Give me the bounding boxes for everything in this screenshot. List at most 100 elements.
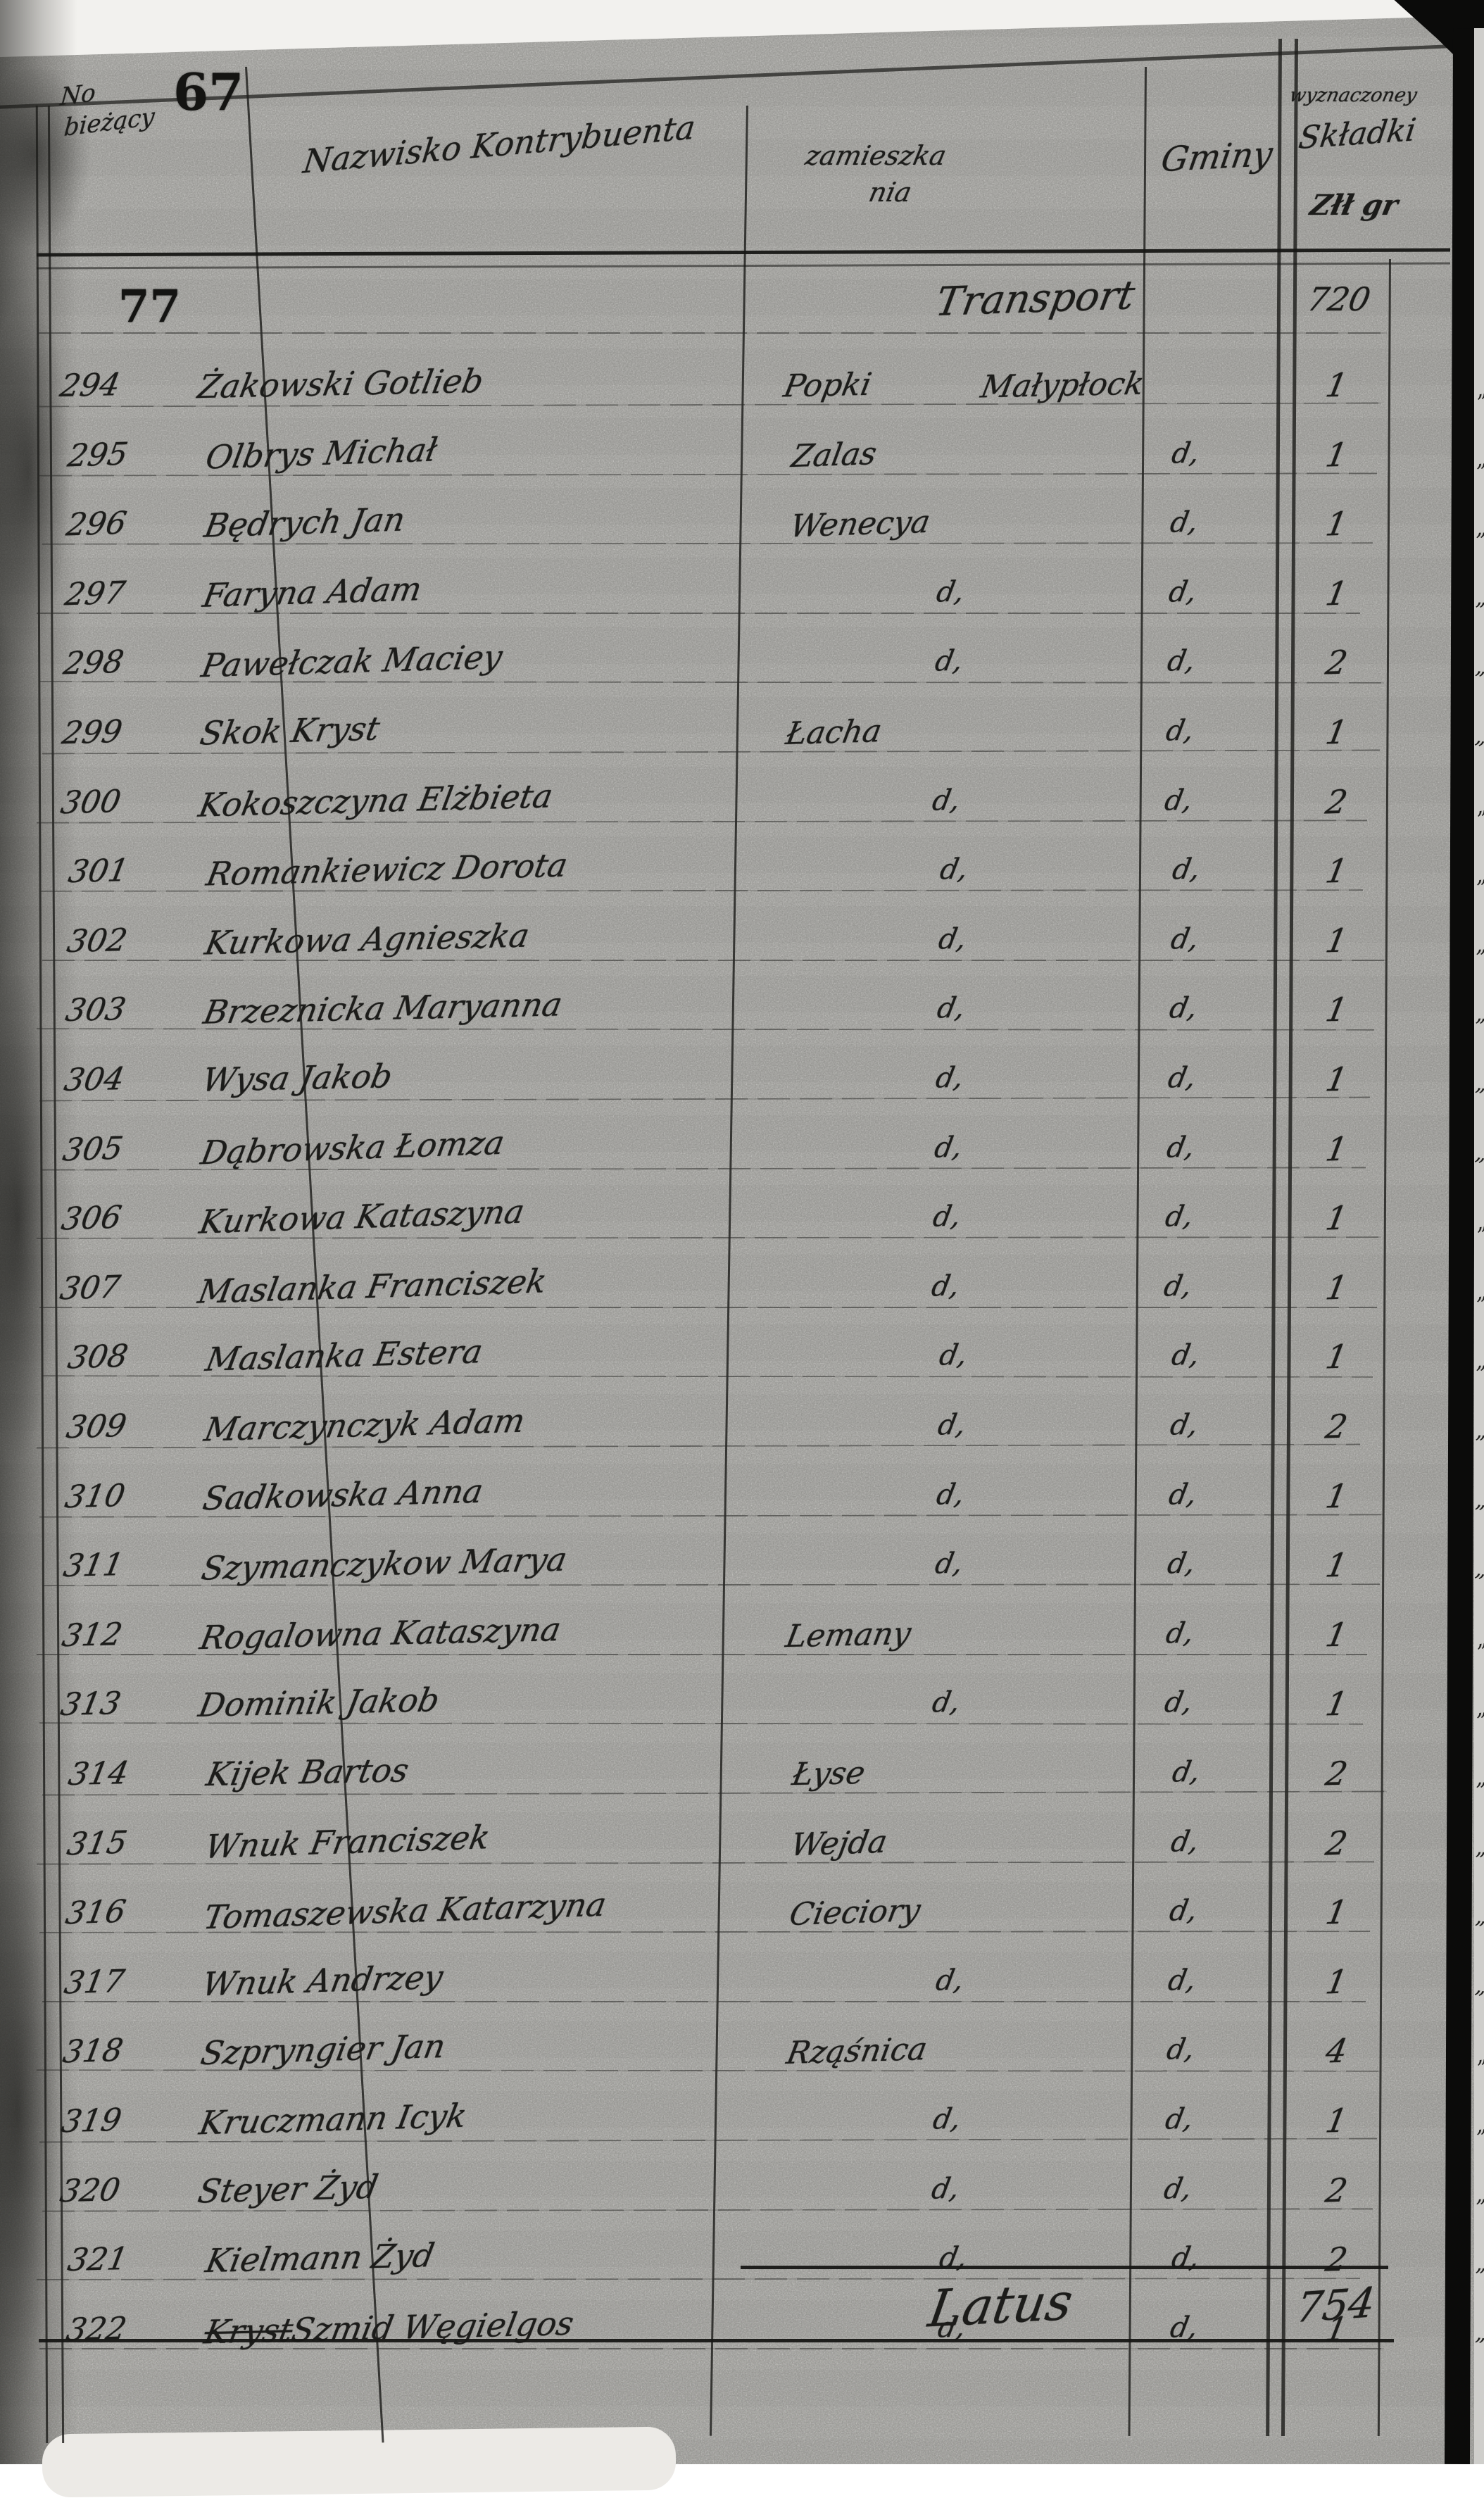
residence-text: d, bbox=[933, 1964, 967, 1997]
row-number-text: 320 bbox=[57, 2171, 123, 2209]
contributor-name-text: Olbrys Michał bbox=[203, 429, 441, 477]
gmina: d, bbox=[1164, 2033, 1197, 2067]
residence: d, bbox=[932, 1131, 965, 1165]
amount-text: 1 bbox=[1322, 851, 1351, 891]
residence: d, bbox=[934, 1478, 967, 1511]
residence: Wejda bbox=[788, 1824, 890, 1863]
residence: d, bbox=[929, 2171, 962, 2206]
gmina: d, bbox=[1163, 714, 1197, 748]
gmina-text: d, bbox=[1167, 991, 1200, 1025]
row-rule bbox=[39, 2347, 1384, 2349]
amount: 1 bbox=[1323, 1337, 1351, 1376]
residence-text: Lemany bbox=[783, 1615, 914, 1655]
next-page-mark: „ bbox=[1475, 932, 1484, 958]
row-rule bbox=[37, 612, 1360, 614]
residence-text: d, bbox=[934, 991, 968, 1025]
residence-text: d, bbox=[929, 1686, 963, 1719]
gmina: d, bbox=[1167, 991, 1200, 1025]
column-header-amount-1: wyznaczoney bbox=[1287, 84, 1419, 106]
gmina-text: d, bbox=[1164, 2033, 1197, 2067]
struck-name-text: Kryst bbox=[201, 2310, 296, 2352]
amount-text: 1 bbox=[1323, 1129, 1351, 1169]
residence-text: Zalas bbox=[788, 435, 880, 475]
amount-text: 2 bbox=[1323, 643, 1351, 682]
row-rule bbox=[37, 1653, 1367, 1655]
row-number: 315 bbox=[64, 1824, 130, 1862]
gmina-text: d, bbox=[1161, 1269, 1195, 1303]
gmina: d, bbox=[1162, 783, 1195, 817]
amount-text: 1 bbox=[1323, 1962, 1351, 2002]
gmina: d, bbox=[1164, 1131, 1197, 1165]
contributor-name-text: Szpryngier Jan bbox=[198, 2027, 449, 2073]
residence-text: d, bbox=[929, 2171, 962, 2206]
gmina-text: d, bbox=[1162, 1200, 1196, 1234]
row-number: 300 bbox=[58, 783, 123, 821]
next-page-mark: „ bbox=[1474, 1904, 1484, 1930]
gmina-text: d, bbox=[1165, 1964, 1199, 1997]
residence-text: d, bbox=[933, 1061, 967, 1095]
residence-text: d, bbox=[930, 2102, 964, 2136]
row-number-text: 311 bbox=[61, 1546, 127, 1585]
amount-text: 1 bbox=[1323, 434, 1351, 475]
row-number: 295 bbox=[65, 436, 130, 474]
amount: 1 bbox=[1323, 2101, 1350, 2140]
gmina: d, bbox=[1167, 575, 1200, 608]
next-page-mark: „ bbox=[1474, 1279, 1484, 1305]
amount: 4 bbox=[1323, 2032, 1350, 2071]
row-rule bbox=[42, 2000, 1366, 2002]
gmina-text: d, bbox=[1163, 714, 1197, 748]
next-page-mark: „ bbox=[1475, 515, 1484, 541]
amount-text: 1 bbox=[1323, 1337, 1351, 1376]
residence-text: Wenecya bbox=[787, 503, 933, 545]
next-page-mark: „ bbox=[1475, 2182, 1484, 2207]
gmina-text: d, bbox=[1164, 644, 1198, 679]
residence-text: d, bbox=[933, 575, 967, 609]
gmina-text: d, bbox=[1162, 783, 1195, 817]
contributor-name: Steyer Żyd bbox=[195, 2167, 381, 2210]
ink-blot bbox=[0, 296, 70, 648]
margin-annotation: 77 bbox=[118, 280, 182, 333]
amount: 2 bbox=[1323, 1755, 1351, 1793]
gmina: d, bbox=[1170, 1756, 1203, 1789]
amount: 1 bbox=[1323, 434, 1351, 475]
row-number: 320 bbox=[57, 2171, 123, 2209]
row-number-text: 319 bbox=[58, 2102, 125, 2140]
row-number-text: 310 bbox=[62, 1477, 128, 1515]
amount: 1 bbox=[1323, 921, 1350, 960]
contributor-name: Kielmann Żyd bbox=[203, 2236, 437, 2280]
gmina: d, bbox=[1165, 1061, 1199, 1095]
gmina-text: d, bbox=[1165, 1061, 1199, 1095]
row-number: 302 bbox=[64, 922, 130, 960]
contributor-name: Będrych Jan bbox=[201, 500, 408, 545]
gmina-text: Małypłock bbox=[978, 365, 1147, 406]
row-number-text: 305 bbox=[60, 1129, 126, 1169]
gmina: d, bbox=[1164, 1617, 1197, 1650]
amount: 1 bbox=[1323, 713, 1350, 751]
residence: d, bbox=[938, 853, 971, 886]
row-rule bbox=[42, 959, 1387, 961]
row-number-text: 298 bbox=[61, 644, 127, 682]
row-number: 304 bbox=[61, 1061, 127, 1098]
next-page-mark: „ bbox=[1475, 1418, 1484, 1444]
row-number: 317 bbox=[61, 1963, 127, 2001]
next-page-edge bbox=[1474, 28, 1484, 2464]
contributor-name-text: Dominik Jakob bbox=[195, 1681, 443, 1725]
row-number-text: 309 bbox=[63, 1407, 130, 1446]
residence: Łyse bbox=[789, 1755, 868, 1793]
gmina-text: d, bbox=[1164, 1547, 1198, 1581]
gmina: d, bbox=[1164, 644, 1198, 679]
residence-text: Rząśnica bbox=[784, 2031, 931, 2072]
amount: 1 bbox=[1323, 1962, 1351, 2002]
row-number-text: 302 bbox=[64, 922, 130, 960]
gmina: d, bbox=[1169, 1339, 1202, 1372]
residence: Popki bbox=[781, 367, 874, 405]
next-page-mark: „ bbox=[1474, 2321, 1484, 2347]
row-number: 307 bbox=[57, 1269, 122, 1307]
gmina: d, bbox=[1169, 2242, 1202, 2275]
residence: Łacha bbox=[783, 713, 884, 752]
gmina: d, bbox=[1161, 1269, 1195, 1303]
residence-text: d, bbox=[936, 922, 969, 956]
residence: Lemany bbox=[783, 1615, 914, 1655]
contributor-name: Szpryngier Jan bbox=[198, 2027, 449, 2073]
row-number-text: 318 bbox=[60, 2032, 126, 2071]
